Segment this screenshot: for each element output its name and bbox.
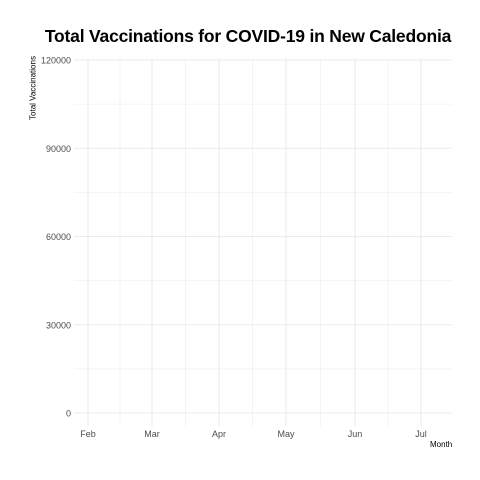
- y-tick-label: 30000: [46, 320, 71, 330]
- x-tick-label: Jun: [348, 429, 363, 439]
- y-tick-label: 90000: [46, 144, 71, 154]
- x-tick-label: Apr: [212, 429, 226, 439]
- x-axis-label: Month: [430, 440, 453, 449]
- x-tick-label: Mar: [144, 429, 160, 439]
- x-tick-label: Jul: [415, 429, 427, 439]
- y-tick-label: 0: [66, 409, 71, 419]
- y-tick-label: 60000: [46, 232, 71, 242]
- x-tick-label: May: [277, 429, 295, 439]
- x-tick-label: Feb: [80, 429, 96, 439]
- chart-title: Total Vaccinations for COVID-19 in New C…: [44, 26, 452, 46]
- y-tick-label: 120000: [41, 56, 71, 66]
